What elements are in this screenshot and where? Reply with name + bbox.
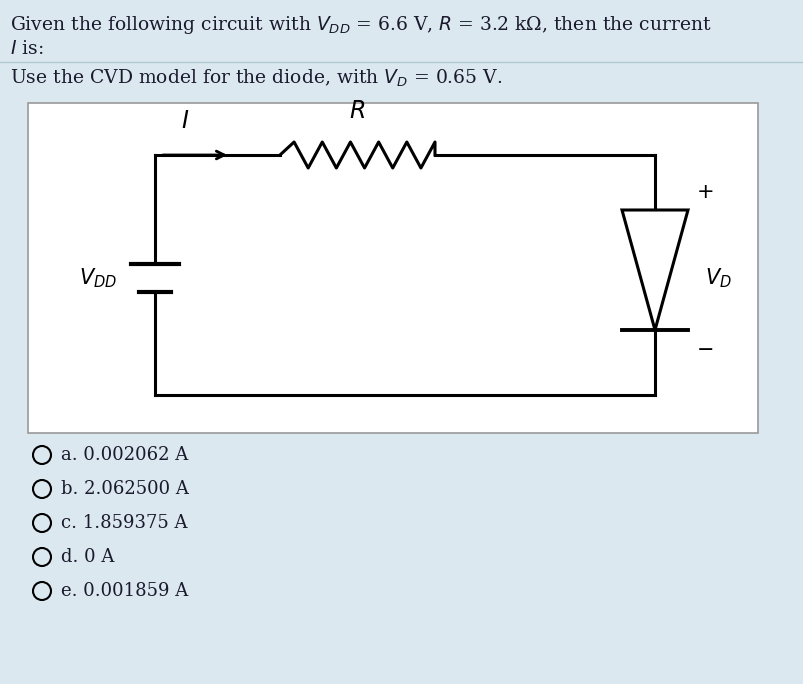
Text: a. 0.002062 A: a. 0.002062 A	[61, 446, 188, 464]
Text: $R$: $R$	[349, 100, 365, 123]
Text: $V_{DD}$: $V_{DD}$	[79, 266, 117, 290]
Text: $V_D$: $V_D$	[704, 266, 731, 290]
Text: d. 0 A: d. 0 A	[61, 548, 114, 566]
Text: $I$: $I$	[181, 110, 189, 133]
Text: Given the following circuit with $V_{DD}$ = 6.6 V, $R$ = 3.2 kΩ, then the curren: Given the following circuit with $V_{DD}…	[10, 14, 711, 36]
Text: $I$ is:: $I$ is:	[10, 40, 43, 58]
Text: e. 0.001859 A: e. 0.001859 A	[61, 582, 188, 600]
Text: c. 1.859375 A: c. 1.859375 A	[61, 514, 187, 532]
Polygon shape	[622, 210, 687, 330]
Text: +: +	[696, 182, 714, 202]
Text: b. 2.062500 A: b. 2.062500 A	[61, 480, 189, 498]
Text: −: −	[696, 340, 714, 360]
FancyBboxPatch shape	[28, 103, 757, 433]
Text: Use the CVD model for the diode, with $V_D$ = 0.65 V.: Use the CVD model for the diode, with $V…	[10, 68, 502, 90]
